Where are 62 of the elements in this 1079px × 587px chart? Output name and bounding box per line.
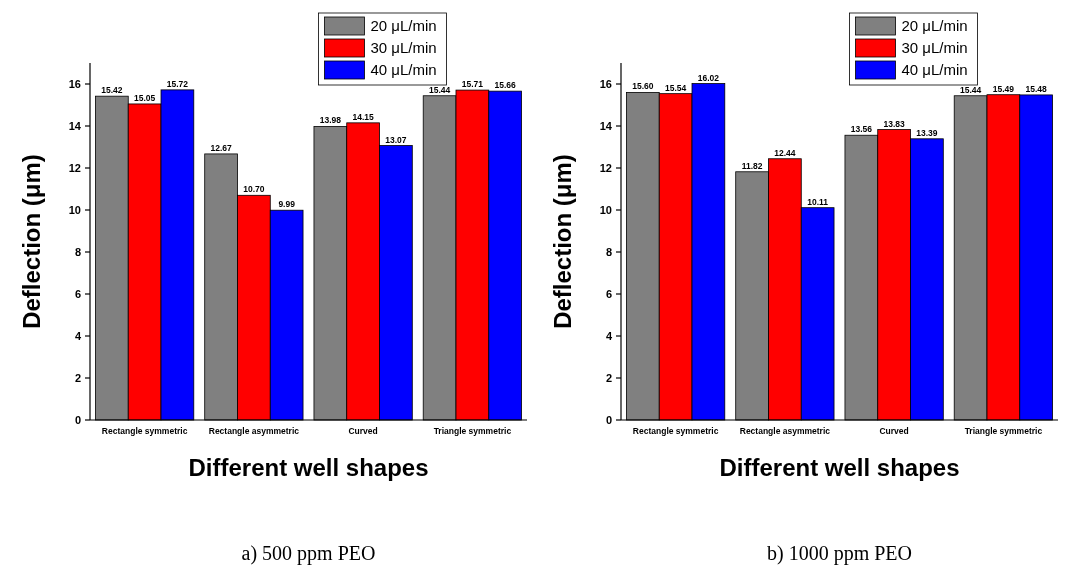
legend-label: 20 μL/min [901,17,968,34]
text: 13.07 [385,134,407,145]
text: 13.39 [916,127,938,138]
y-tick-label: 8 [605,245,612,258]
y-tick-label: 12 [599,161,612,174]
x-tick-label: Rectangle asymmetric [739,426,831,436]
y-tick-label: 10 [68,203,81,216]
text: 13.98 [319,115,341,126]
y-tick-label: 4 [605,329,613,342]
text: 15.44 [428,84,451,95]
text: 16.02 [697,72,720,83]
text: 15.60 [632,81,654,92]
text: b) 1000 ppm PEO [767,542,912,565]
legend-label: 30 μL/min [370,39,437,56]
legend-label: 40 μL/min [901,61,968,78]
x-axis-title: Different well shapes [719,454,960,481]
y-tick-label: 0 [74,413,81,426]
text: 15.49 [992,83,1015,94]
text: 15.42 [101,85,123,96]
x-tick-label: Rectangle asymmetric [208,426,300,436]
x-tick-label: Curved [879,426,909,436]
text: 15.54 [664,82,687,93]
y-tick-label: 6 [605,287,612,300]
x-tick-label: Curved [348,426,378,436]
x-tick-label: Triangle symmetric [433,426,512,436]
x-tick-label: Rectangle symmetric [632,426,719,436]
text: 13.83 [883,118,905,129]
y-tick-label: 14 [68,119,82,132]
x-tick-label: Triangle symmetric [964,426,1043,436]
y-tick-label: 8 [74,245,81,258]
text: 13.56 [850,124,872,135]
text: 12.67 [210,142,232,153]
y-tick-label: 2 [74,371,81,384]
text: 10.11 [807,196,829,207]
legend-label: 40 μL/min [370,61,437,78]
legend-label: 30 μL/min [901,39,968,56]
text: 15.72 [166,78,189,89]
text: 15.48 [1025,83,1047,94]
x-tick-label: Rectangle symmetric [101,426,188,436]
text: 10.70 [243,184,265,195]
y-tick-label: 12 [68,161,81,174]
text: 14.15 [352,111,374,122]
y-tick-label: 6 [74,287,81,300]
text: 15.66 [494,80,516,91]
y-tick-label: 16 [599,77,612,90]
y-tick-label: 4 [74,329,82,342]
y-tick-label: 10 [599,203,612,216]
y-tick-label: 14 [599,119,613,132]
y-tick-label: 0 [605,413,612,426]
text: 15.05 [133,92,156,103]
text: 15.44 [959,84,982,95]
y-tick-label: 2 [605,371,612,384]
y-axis-title: Deflection (μm) [549,154,576,329]
text: a) 500 ppm PEO [241,542,376,565]
y-tick-label: 16 [68,77,81,90]
text: 11.82 [741,160,763,171]
text: 12.44 [774,147,796,158]
legend-label: 20 μL/min [370,17,437,34]
x-axis-title: Different well shapes [188,454,429,481]
text: 9.99 [278,199,295,210]
text: 15.71 [461,79,484,90]
y-axis-title: Deflection (μm) [18,154,45,329]
